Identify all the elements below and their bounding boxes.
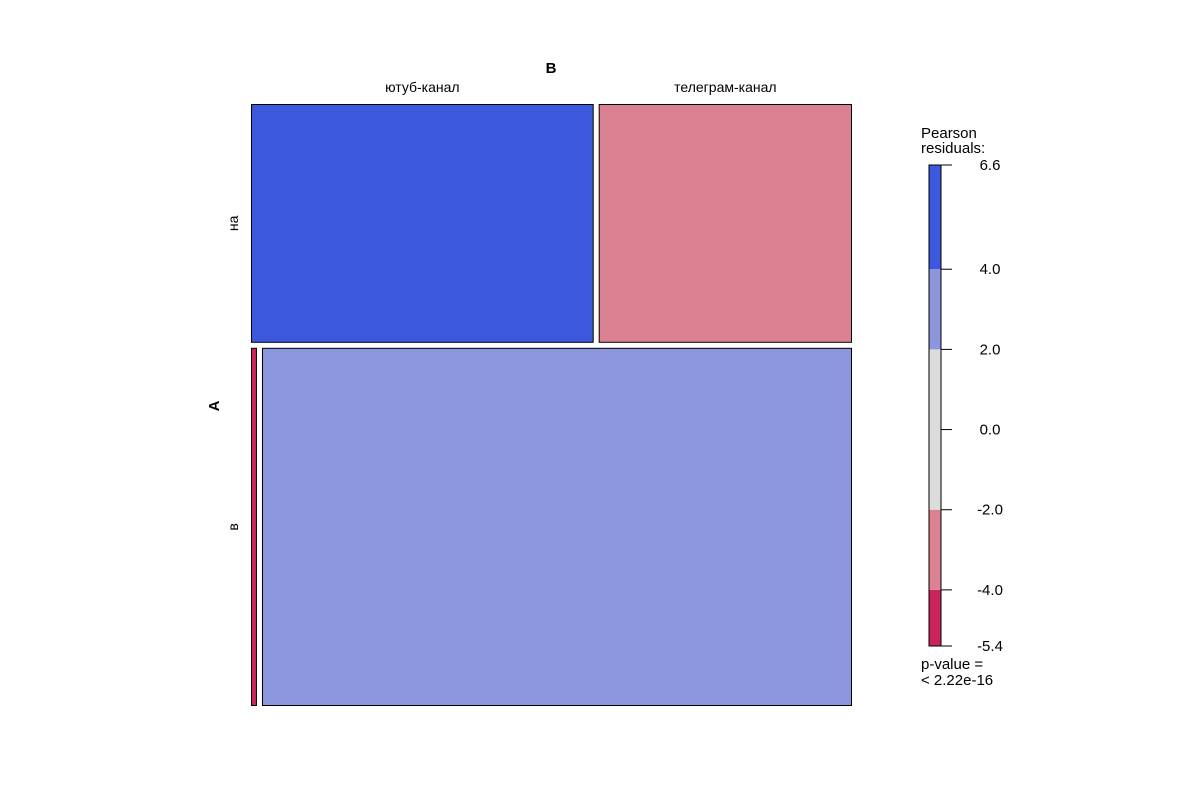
row-level-label-2: в: [225, 523, 241, 530]
pvalue-line2: < 2.22e-16: [921, 672, 993, 689]
legend-tick-label-1: 6.6: [980, 157, 1001, 174]
legend-tick-label-3: 2.0: [980, 341, 1001, 358]
legend-title-line1: Pearson: [921, 125, 977, 142]
row-level-labels: на в: [225, 215, 241, 530]
row-level-label-1: на: [225, 215, 241, 231]
legend-band-5: [929, 165, 941, 270]
legend-tick-label-2: 4.0: [980, 261, 1001, 278]
legend-band-1: [929, 589, 941, 646]
tile-2-2: [261, 347, 852, 706]
legend-tick-label-4: 0.0: [980, 422, 1001, 439]
legend-bar-border: [928, 164, 942, 647]
legend-tick-label-5: -2.0: [977, 502, 1003, 519]
legend-band-2: [929, 509, 941, 590]
tile-1-1: [251, 104, 594, 343]
column-level-label-2: телеграм-канал: [674, 79, 776, 95]
pvalue-line1: p-value =: [921, 656, 983, 673]
mosaic-tiles: [251, 104, 853, 706]
tile-1-2: [598, 104, 853, 343]
tile-2-1: [251, 347, 257, 706]
row-variable-label: A: [206, 400, 223, 411]
legend-band-3: [929, 349, 941, 510]
column-variable-label: B: [546, 60, 557, 77]
legend-band-4: [929, 269, 941, 350]
legend-tick-label-6: -4.0: [977, 582, 1003, 599]
column-level-labels: ютуб-канал телеграм-канал: [385, 79, 776, 95]
column-level-label-1: ютуб-канал: [385, 79, 460, 95]
legend-color-bar: [928, 164, 942, 647]
legend-ticks: 6.6 4.0 2.0 0.0 -2.0 -4.0 -5.4: [941, 157, 1003, 655]
legend-tick-label-7: -5.4: [977, 638, 1003, 655]
legend-title-line2: residuals:: [921, 140, 985, 157]
